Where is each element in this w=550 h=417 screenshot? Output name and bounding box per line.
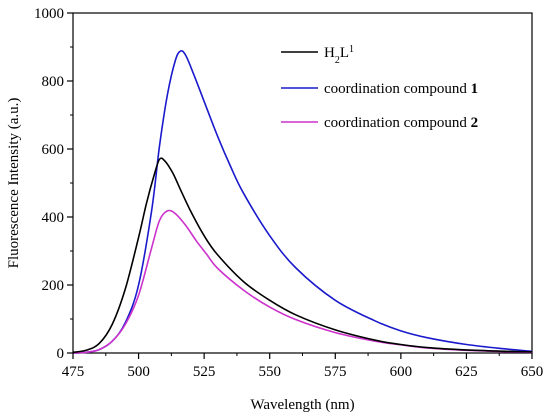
y-tick-label: 1000: [34, 6, 64, 22]
legend-label-1: H2L1: [324, 44, 354, 66]
series-lines: [72, 50, 533, 354]
y-tick-label: 0: [57, 346, 65, 362]
x-tick-label: 575: [324, 364, 347, 380]
legend: H2L1 coordination compound 1 coordination …: [281, 44, 478, 131]
axes-frame: [72, 12, 533, 354]
series-line-2: [72, 50, 533, 354]
ticks: 475 500 525 550 575 600 625 650 0 200 400 600 800 100…: [34, 6, 543, 380]
legend-label-3: coordination compound 2: [324, 115, 478, 131]
y-tick-label: 800: [42, 74, 65, 90]
series-line-3: [72, 209, 533, 354]
x-tick-label: 550: [258, 364, 281, 380]
x-tick-label: 475: [62, 364, 85, 380]
legend-label-2: coordination compound 1: [324, 81, 478, 97]
y-tick-label: 600: [42, 142, 65, 158]
y-tick-label: 200: [42, 278, 65, 294]
plot-frame: [72, 12, 533, 354]
x-tick-label: 600: [390, 364, 413, 380]
y-tick-label: 400: [42, 210, 65, 226]
x-tick-label: 500: [127, 364, 150, 380]
x-tick-label: 625: [455, 364, 478, 380]
x-tick-label: 525: [193, 364, 216, 380]
x-tick-label: 650: [521, 364, 544, 380]
series-line-1: [72, 157, 533, 354]
x-axis-label: Wavelength (nm): [250, 397, 354, 413]
y-axis-label: Fluorescence Intensity (a.u.): [6, 98, 22, 269]
